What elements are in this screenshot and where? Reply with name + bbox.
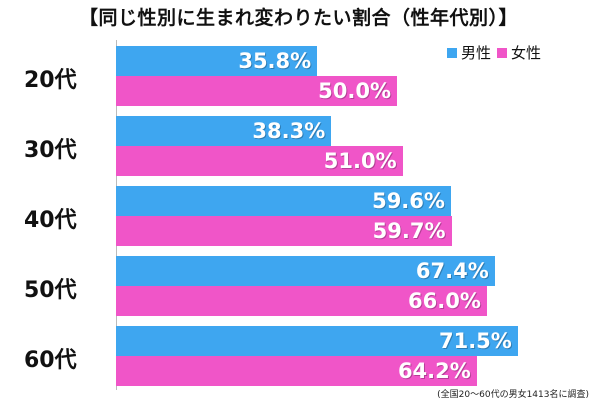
bar-female: 59.7% <box>116 216 452 246</box>
bar-male: 59.6% <box>116 186 451 216</box>
bar-female: 66.0% <box>116 286 487 316</box>
bar-value-label: 38.3% <box>252 119 326 143</box>
bar-value-label: 59.6% <box>372 189 445 213</box>
bar-value-label: 67.4% <box>415 259 489 283</box>
legend-swatch-male <box>446 47 457 58</box>
bar-value-label: 35.8% <box>238 49 312 73</box>
category-label: 20代 <box>24 68 77 93</box>
legend-label-female: 女性 <box>510 44 541 62</box>
bar-male: 71.5% <box>116 326 518 356</box>
category-label: 60代 <box>24 348 77 373</box>
bar-value-label: 59.7% <box>372 219 446 243</box>
bar-female: 64.2% <box>116 356 477 386</box>
bar-value-label: 66.0% <box>408 289 481 313</box>
legend-swatch-female <box>496 47 507 58</box>
bar-value-label: 50.0% <box>318 79 391 103</box>
legend-label-male: 男性 <box>460 44 491 62</box>
category-label: 40代 <box>24 208 77 233</box>
bar-male: 38.3% <box>116 116 332 146</box>
survey-note: (全国20～60代の男女1413名に調査) <box>437 390 589 400</box>
bar-female: 50.0% <box>116 76 397 106</box>
chart-title: 【同じ性別に生まれ変わりたい割合（性年代別）】 <box>78 7 518 29</box>
bar-value-label: 51.0% <box>323 149 397 173</box>
legend-item-female: 女性 <box>496 42 541 63</box>
legend: 男性 女性 <box>446 42 541 63</box>
legend-item-male: 男性 <box>446 42 491 63</box>
bar-male: 35.8% <box>116 46 318 76</box>
category-label: 50代 <box>24 278 77 303</box>
bar-female: 51.0% <box>116 146 403 176</box>
bar-value-label: 64.2% <box>397 359 471 383</box>
category-label: 30代 <box>24 138 77 163</box>
bar-male: 67.4% <box>116 256 495 286</box>
bar-value-label: 71.5% <box>438 329 512 353</box>
